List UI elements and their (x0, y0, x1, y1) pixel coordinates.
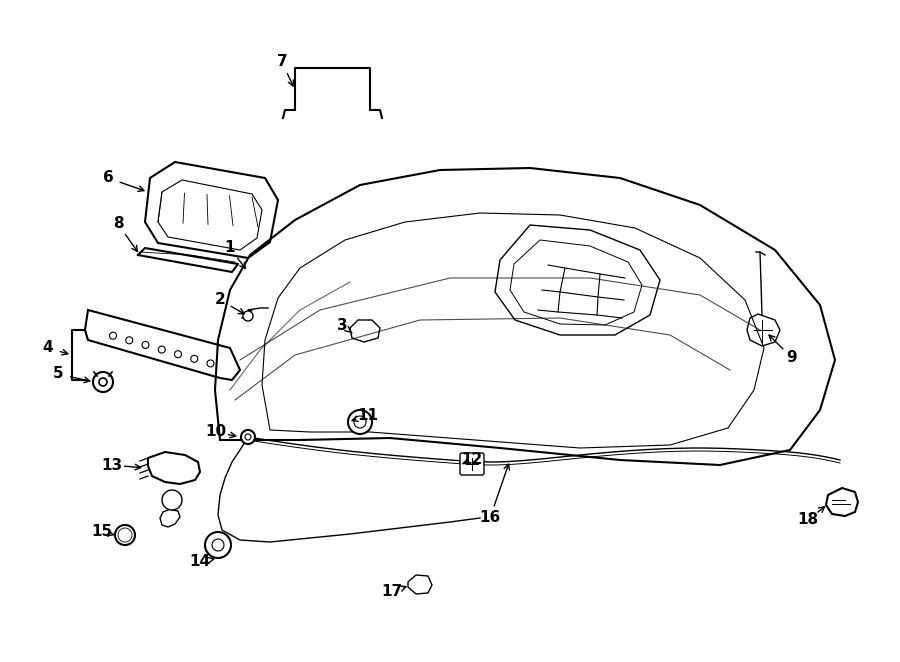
Text: 11: 11 (357, 408, 379, 422)
Circle shape (158, 346, 166, 353)
Text: 12: 12 (462, 453, 482, 467)
Text: 10: 10 (205, 424, 227, 440)
Text: 3: 3 (337, 318, 347, 332)
Circle shape (99, 378, 107, 386)
Text: 18: 18 (797, 512, 819, 528)
Text: 8: 8 (112, 216, 123, 232)
Circle shape (243, 311, 253, 321)
Circle shape (175, 351, 182, 357)
Circle shape (110, 332, 116, 339)
Circle shape (205, 532, 231, 558)
FancyBboxPatch shape (460, 453, 484, 475)
Circle shape (126, 337, 133, 344)
Text: 16: 16 (480, 510, 500, 526)
Circle shape (354, 416, 366, 428)
Circle shape (162, 490, 182, 510)
Text: 6: 6 (103, 171, 113, 185)
Text: 7: 7 (276, 54, 287, 70)
Circle shape (118, 528, 132, 542)
Text: 14: 14 (189, 555, 211, 569)
Text: 1: 1 (225, 240, 235, 256)
Circle shape (241, 430, 255, 444)
Text: 15: 15 (92, 524, 112, 540)
Text: 9: 9 (787, 350, 797, 365)
Circle shape (121, 531, 129, 539)
Circle shape (191, 355, 198, 362)
Circle shape (142, 342, 149, 348)
Circle shape (348, 410, 372, 434)
Text: 13: 13 (102, 457, 122, 473)
Text: 5: 5 (53, 367, 63, 381)
Text: 4: 4 (42, 340, 53, 355)
Circle shape (245, 434, 251, 440)
Circle shape (93, 372, 113, 392)
Text: 17: 17 (382, 585, 402, 600)
Circle shape (207, 360, 214, 367)
Circle shape (115, 525, 135, 545)
Text: 2: 2 (214, 293, 225, 308)
Circle shape (212, 539, 224, 551)
